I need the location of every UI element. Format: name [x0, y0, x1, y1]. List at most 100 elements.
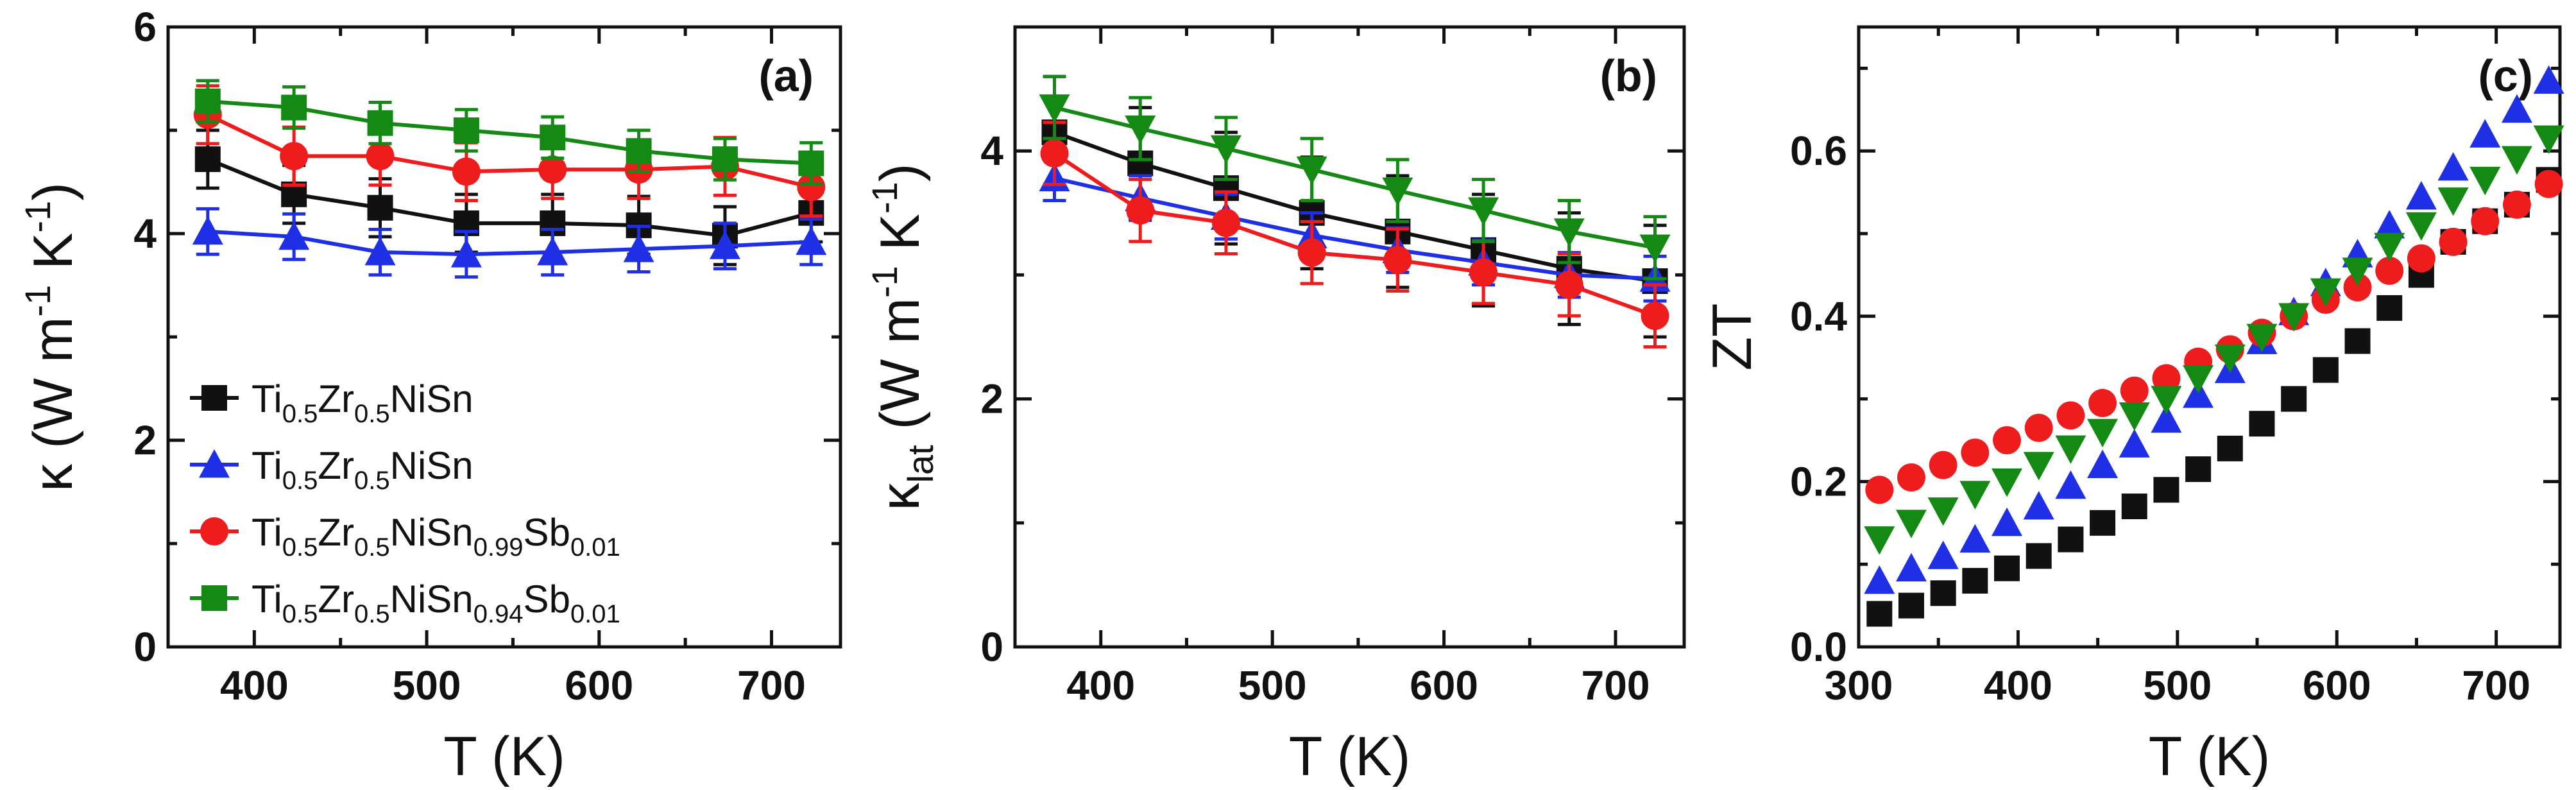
data-point	[450, 239, 482, 268]
legend-label: Ti0.5Zr0.5NiSn0.99Sb0.01	[252, 511, 620, 562]
data-point	[367, 194, 393, 221]
data-point	[2121, 494, 2147, 520]
text-run: Zr	[318, 578, 354, 621]
series-line	[207, 113, 812, 189]
data-point	[2055, 470, 2086, 499]
data-point	[1866, 601, 1893, 627]
data-point	[2376, 295, 2403, 321]
data-point	[1897, 463, 1925, 492]
y-axis-title: κ (W m-1 K-1)	[17, 182, 84, 492]
data-point	[1865, 476, 1894, 504]
data-point	[1555, 270, 1583, 299]
data-point	[2246, 323, 2278, 352]
data-point	[2405, 212, 2437, 241]
text-run: κ	[869, 482, 931, 510]
data-point	[2310, 278, 2341, 307]
data-point	[2469, 166, 2501, 196]
y-tick-label: 2	[133, 417, 157, 463]
plot-frame	[1013, 25, 1686, 649]
data-point	[1927, 540, 1959, 569]
x-tick-label: 500	[1238, 662, 1307, 708]
legend-label: Ti0.5Zr0.5NiSn	[252, 444, 473, 495]
data-point	[2437, 187, 2469, 216]
x-tick-label: 600	[1410, 662, 1478, 708]
data-point	[1553, 218, 1585, 247]
data-point	[2056, 401, 2085, 430]
data-point	[2375, 256, 2404, 285]
x-tick-label: 400	[220, 662, 289, 708]
series-line	[1053, 151, 1656, 318]
series-line	[1053, 176, 1655, 281]
data-point	[1469, 258, 1498, 287]
data-point	[1898, 592, 1924, 619]
series-red	[1865, 169, 2563, 504]
data-point	[2119, 402, 2150, 431]
panel-0-axes: 400 500 600 700 0 2 4 6 T (K) (a)	[133, 4, 842, 787]
x-tick-label: 700	[1582, 662, 1650, 708]
data-point	[2214, 344, 2246, 374]
data-point	[2407, 244, 2435, 273]
data-point	[2437, 151, 2469, 181]
y-tick-label: 0	[980, 624, 1003, 670]
data-point	[1992, 468, 2023, 497]
x-tick-label: 400	[1984, 662, 2052, 708]
data-point	[2152, 364, 2181, 393]
data-point	[1992, 507, 2023, 537]
data-point	[2343, 273, 2372, 302]
subscript: 0.99	[473, 533, 524, 562]
subscript: 0.5	[282, 467, 318, 495]
data-point	[453, 117, 479, 143]
data-point	[2374, 232, 2405, 262]
text-run: ZT	[1702, 303, 1763, 370]
data-point	[1930, 580, 1956, 606]
superscript: -1	[864, 266, 905, 298]
data-point	[1864, 526, 1895, 555]
data-point	[2533, 125, 2564, 154]
data-point	[367, 110, 393, 136]
data-point	[2342, 257, 2373, 286]
data-point	[1929, 451, 1958, 479]
data-point	[2120, 376, 2149, 405]
data-point	[1382, 177, 1413, 207]
text-run: Ti	[252, 444, 282, 487]
data-point	[1125, 116, 1156, 144]
data-point	[2533, 65, 2564, 94]
text-run: )	[869, 164, 931, 182]
series-line	[1053, 130, 1655, 284]
data-point	[2471, 207, 2500, 236]
data-point	[1126, 196, 1155, 225]
legend-item: Ti0.5Zr0.5NiSn0.99Sb0.01	[190, 511, 620, 562]
text-run: NiSn	[390, 578, 473, 621]
y-tick-label: 4	[133, 210, 157, 257]
panel-label: (b)	[1600, 51, 1657, 101]
text-run: (W m	[869, 298, 931, 445]
data-point	[2278, 303, 2310, 332]
data-point	[1039, 94, 1070, 123]
subscript: 0.01	[570, 533, 620, 562]
superscript: -1	[17, 285, 58, 317]
subscript: 0.01	[570, 600, 620, 628]
legend-item: Ti0.5Zr0.5NiSn	[190, 377, 473, 428]
data-point	[2405, 181, 2437, 210]
y-axis-title: κlat (W m-1 K-1)	[864, 164, 941, 511]
data-point	[2534, 169, 2563, 198]
text-run: Sb	[524, 511, 570, 554]
data-point	[2087, 418, 2119, 448]
data-point	[2055, 435, 2086, 464]
subscript: lat	[900, 445, 941, 483]
data-point	[1210, 135, 1241, 164]
x-tick-label: 400	[1066, 662, 1135, 708]
text-run: Ti	[252, 578, 282, 621]
data-point	[1993, 426, 2022, 454]
series-line	[1053, 105, 1656, 250]
data-point	[281, 94, 307, 121]
data-point	[2153, 477, 2179, 503]
panel-label: (c)	[2478, 51, 2533, 101]
superscript: -1	[864, 182, 905, 214]
x-axis-title: T (K)	[2149, 726, 2271, 787]
data-point	[1639, 234, 1671, 263]
text-run: Zr	[318, 377, 354, 420]
data-point	[2469, 119, 2501, 148]
data-point	[2119, 429, 2150, 458]
text-run: Ti	[252, 511, 282, 554]
